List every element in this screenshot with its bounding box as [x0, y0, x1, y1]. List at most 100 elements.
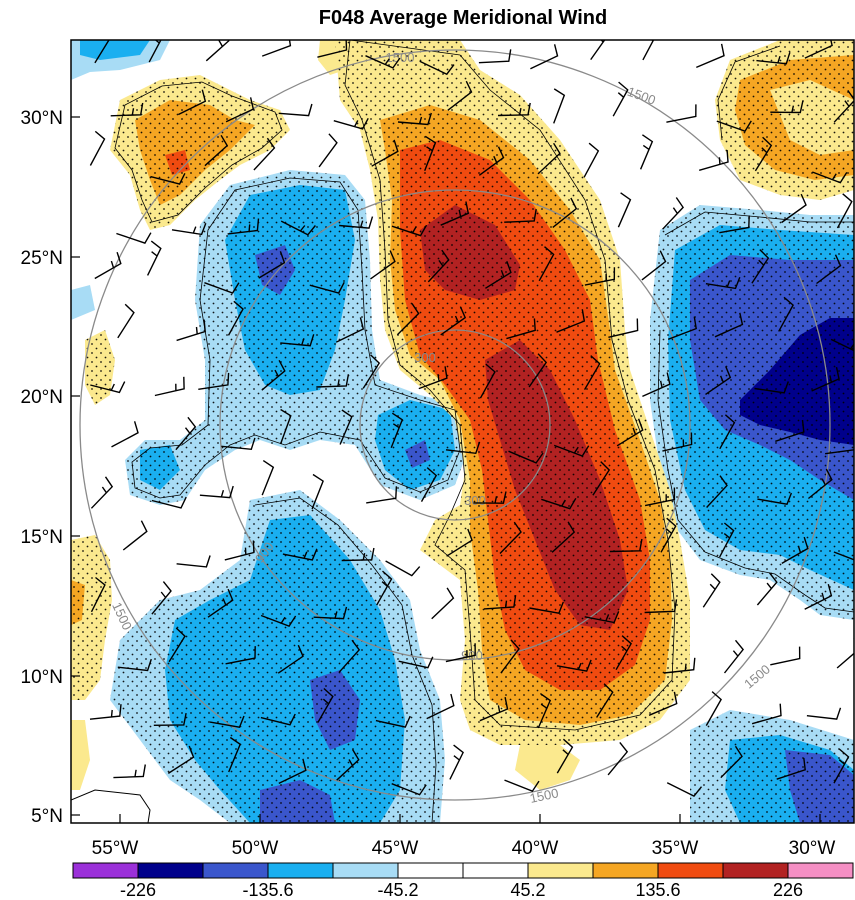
wind-barb-icon	[485, 260, 512, 289]
wind-barb-icon	[90, 576, 106, 613]
colorbar-swatch	[527, 862, 594, 879]
wind-barb-icon	[151, 581, 172, 615]
wind-barb-icon	[530, 44, 559, 70]
wind-barb-icon	[552, 197, 578, 228]
wind-barb-icon	[318, 133, 338, 168]
wind-barb-icon	[375, 715, 411, 728]
colorbar-swatch	[267, 862, 334, 879]
wind-barb-icon	[151, 496, 187, 509]
wind-barb-icon	[478, 49, 512, 64]
lat-label-15n: 15°N	[21, 527, 63, 548]
wind-barb-icon	[397, 112, 432, 126]
wind-barb-icon	[277, 644, 304, 674]
colorbar-swatch	[202, 862, 269, 879]
wind-barb-icon	[258, 251, 286, 279]
lat-label-10n: 10°N	[21, 667, 63, 688]
coastline	[71, 789, 151, 823]
wind-barb-icon	[224, 540, 255, 561]
wind-barb-icon	[608, 318, 639, 338]
lon-label-45w: 45°W	[372, 838, 419, 859]
wind-barb-icon	[366, 486, 398, 504]
wind-barb-icon	[150, 172, 186, 185]
wind-barb-icon	[641, 250, 667, 281]
ring-label-1500-a: 1500	[386, 50, 415, 65]
wind-barb-icon	[667, 316, 697, 340]
wind-barb-icon	[615, 635, 632, 671]
wind-barb-icon	[537, 693, 552, 729]
wind-barb-icon	[612, 81, 629, 117]
wind-barb-icon	[504, 779, 540, 793]
wind-barb-icon	[537, 142, 561, 175]
wind-barb-icon	[836, 193, 853, 229]
wind-barb-icon	[478, 146, 505, 176]
colorbar-swatch	[462, 862, 529, 879]
wind-barb-icon	[528, 353, 548, 388]
wind-barb-icon	[260, 614, 297, 627]
wind-barb-icon	[584, 611, 620, 624]
wind-barb-icon	[153, 712, 187, 726]
wind-barb-icon	[556, 309, 586, 333]
wind-barb-icon	[833, 551, 854, 561]
wind-barb-icon	[391, 224, 428, 237]
wind-barb-icon	[89, 704, 122, 720]
wind-barb-icon	[261, 460, 275, 496]
wind-barb-icon	[445, 441, 481, 455]
wind-barb-icon	[261, 359, 286, 391]
wind-barb-icon	[723, 639, 745, 674]
wind-barb-icon	[616, 418, 644, 447]
wind-barb-icon	[662, 432, 693, 452]
wind-barb-icon	[376, 570, 393, 606]
wind-barb-icon	[757, 492, 793, 505]
wind-barb-icon	[811, 366, 840, 392]
lat-label-20n: 20°N	[21, 387, 63, 408]
wind-barb-icon	[316, 374, 350, 388]
colorbar-swatch	[397, 862, 464, 879]
colorbar-swatch	[592, 862, 659, 879]
wind-barb-icon	[427, 249, 450, 283]
wind-barb-icon	[644, 599, 678, 614]
wind-barb-icon	[660, 517, 677, 553]
wind-barb-icon	[225, 97, 255, 123]
wind-barb-icon	[551, 521, 576, 553]
lon-label-50w: 50°W	[232, 838, 279, 859]
colorbar-swatch	[332, 862, 399, 879]
wind-barb-icon	[806, 707, 842, 720]
wind-barb-icon	[198, 372, 230, 390]
wind-barb-icon	[617, 192, 632, 228]
wind-barb-icon	[583, 355, 601, 390]
wind-barb-icon	[812, 171, 848, 184]
wind-barb-icon	[705, 366, 732, 395]
wind-barb-icon	[339, 216, 374, 229]
wind-barb-icon	[816, 254, 842, 285]
wind-barb-icon	[553, 444, 590, 457]
wind-barb-icon	[225, 646, 256, 665]
wind-barb-icon	[607, 741, 629, 776]
wind-barb-icon	[280, 220, 316, 236]
colorbar-labels: -226 -135.6 -45.2 45.2 135.6 226	[120, 880, 803, 900]
plot-frame	[70, 39, 855, 824]
wind-barb-icon	[122, 520, 148, 551]
colorbar-swatch	[72, 862, 139, 879]
ring-label-300: 300	[414, 350, 436, 365]
wind-barb-icon	[541, 497, 577, 510]
wind-barb-icon	[365, 55, 401, 69]
wind-barb-icon	[253, 137, 276, 171]
wind-barb-icon	[506, 318, 536, 340]
lat-label-25n: 25°N	[21, 248, 63, 269]
wind-barb-icon	[500, 639, 520, 674]
ring-label-300-b: 300	[464, 493, 486, 508]
wind-barb-icon	[390, 412, 404, 448]
wind-barb-icon	[199, 485, 234, 499]
wind-barb-icon	[529, 601, 564, 614]
colorbar	[72, 862, 854, 879]
wind-barb-icon	[644, 487, 676, 507]
wind-barb-icon	[592, 461, 611, 496]
wind-barb-icon	[770, 100, 804, 114]
longitude-labels: 55°W 50°W 45°W 40°W 35°W 30°W	[92, 838, 836, 859]
cb-label-n226: -226	[120, 880, 156, 900]
wind-barb-icon	[261, 40, 292, 57]
wind-barb-icon	[111, 421, 139, 448]
wind-barb-icon	[609, 538, 643, 553]
wind-barb-icon	[94, 251, 122, 280]
wind-barb-icon	[176, 319, 206, 342]
